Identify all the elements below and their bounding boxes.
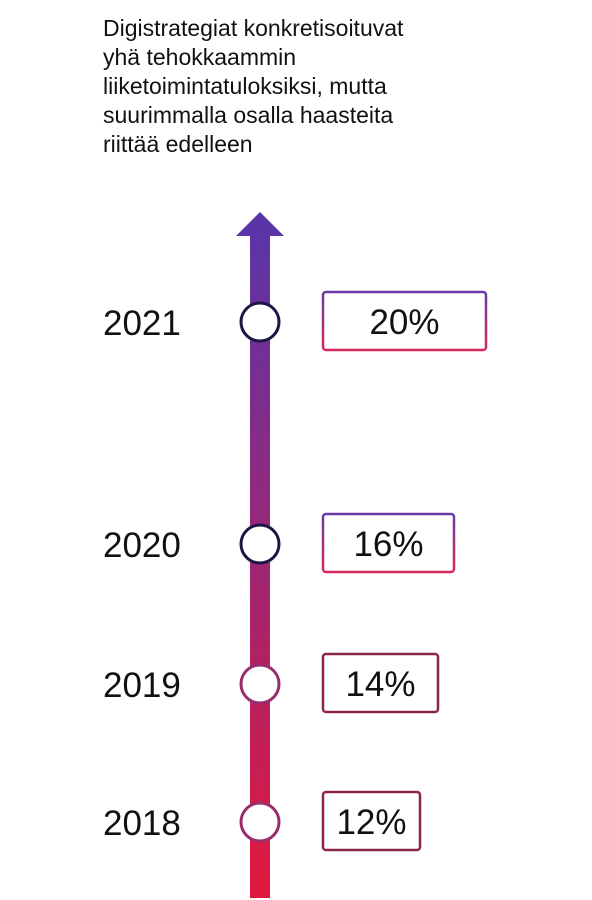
title-line: yhä tehokkaammin — [103, 44, 297, 70]
year-label: 2019 — [103, 666, 181, 705]
timeline-shaft — [250, 232, 270, 898]
chart-title: Digistrategiat konkretisoituvat yhä teho… — [103, 14, 573, 159]
value-label: 14% — [345, 665, 415, 704]
year-label: 2018 — [103, 804, 181, 843]
value-label: 20% — [369, 303, 439, 342]
timeline-marker — [239, 801, 281, 843]
value-box — [321, 290, 488, 352]
title-line: liiketoimintatuloksiksi, mutta — [103, 73, 387, 99]
title-line: suurimmalla osalla haasteita — [103, 102, 394, 128]
timeline-marker — [239, 663, 281, 705]
title-line: riittää edelleen — [103, 131, 253, 157]
value-box — [321, 512, 456, 574]
year-label: 2020 — [103, 526, 181, 565]
timeline-arrowhead — [236, 212, 284, 236]
timeline-marker — [239, 523, 281, 565]
timeline-marker — [239, 301, 281, 343]
year-label: 2021 — [103, 304, 181, 343]
value-box — [321, 652, 440, 714]
title-line: Digistrategiat konkretisoituvat — [103, 15, 404, 41]
value-label: 16% — [353, 525, 423, 564]
value-label: 12% — [336, 803, 406, 842]
value-box — [321, 790, 422, 852]
